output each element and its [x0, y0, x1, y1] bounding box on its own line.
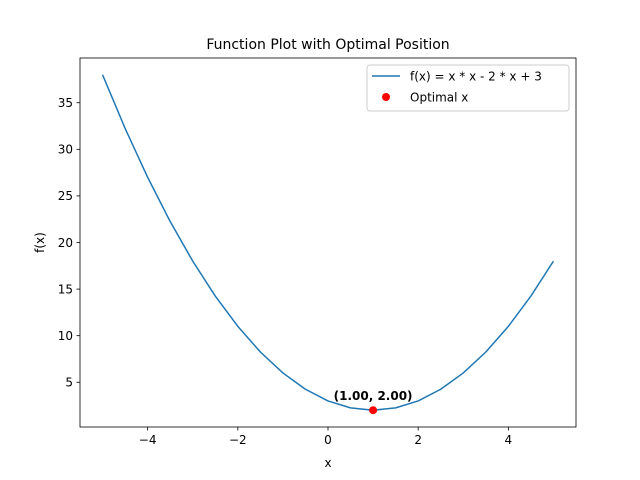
y-tick-label: 20 [58, 236, 73, 250]
y-axis-label: f(x) [33, 232, 47, 253]
y-tick-label: 35 [58, 96, 73, 110]
legend-entry-function: f(x) = x * x - 2 * x + 3 [410, 70, 542, 84]
chart-title: Function Plot with Optimal Position [206, 37, 449, 53]
y-tick-label: 25 [58, 189, 73, 203]
x-tick-label: 2 [414, 433, 422, 447]
annotation-layer: (1.00, 2.00) [334, 389, 413, 403]
y-tick-label: 30 [58, 143, 73, 157]
function-curve-line [101, 74, 555, 411]
x-tick-label: 4 [505, 433, 513, 447]
optimal-point-annotation: (1.00, 2.00) [334, 389, 413, 403]
x-tick-label: 0 [324, 433, 332, 447]
series-layer [101, 74, 555, 415]
x-tick-label: −4 [139, 433, 157, 447]
legend-frame [366, 64, 570, 112]
x-axis-label: x [324, 456, 331, 470]
x-tick-label: −2 [229, 433, 247, 447]
legend: f(x) = x * x - 2 * x + 3 Optimal x [366, 64, 570, 112]
x-axis: −4 −2 0 2 4 [139, 427, 512, 447]
y-axis: 5 10 15 20 25 30 35 [58, 96, 80, 390]
legend-entry-optimal: Optimal x [410, 91, 468, 105]
y-tick-label: 15 [58, 282, 73, 296]
y-tick-label: 5 [65, 376, 73, 390]
legend-marker-swatch [382, 93, 390, 101]
optimal-point-marker [369, 406, 378, 415]
y-tick-label: 10 [58, 329, 73, 343]
